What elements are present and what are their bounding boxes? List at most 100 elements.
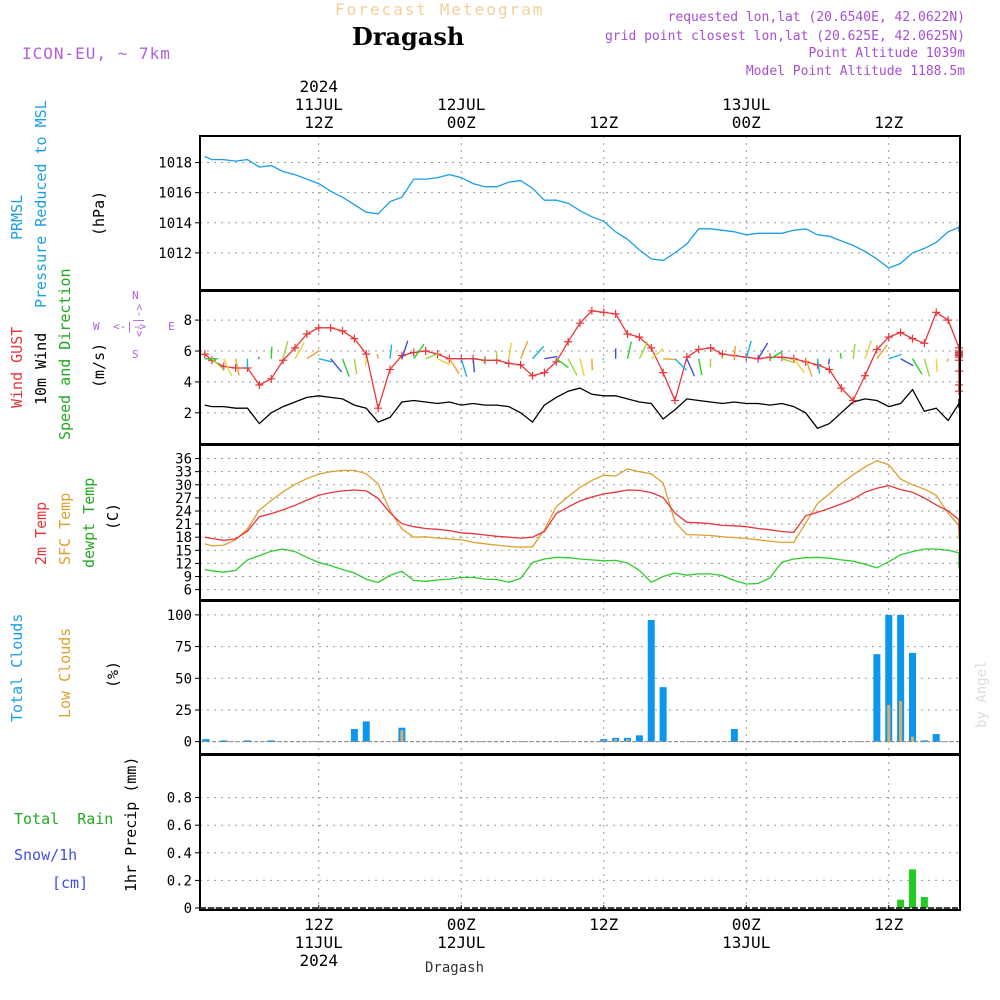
y-tick-label: 15	[175, 543, 192, 559]
gust-marker	[267, 374, 276, 383]
wind-arrow	[483, 358, 486, 363]
compass-w: W	[93, 320, 100, 333]
time-label-bottom: 12Z	[304, 915, 333, 934]
gust-marker	[789, 354, 798, 363]
gust-marker	[374, 404, 383, 413]
wind-arrow	[413, 343, 425, 360]
total-cloud-bar	[920, 740, 928, 742]
time-label-top: 12JUL	[437, 95, 485, 114]
y-tick-label: 2	[184, 406, 192, 422]
wind-arrow	[425, 352, 439, 360]
time-label-bottom: 11JUL	[295, 933, 343, 952]
wind-arrow	[757, 342, 769, 360]
total-clouds-label: Total Clouds	[8, 614, 26, 722]
rain-label: Total Rain	[14, 810, 113, 828]
gust-marker	[825, 365, 834, 374]
wind-arrow	[460, 358, 468, 377]
y-tick-label: 36	[175, 452, 192, 468]
y-tick-label: 21	[175, 517, 192, 533]
total-cloud-bar	[244, 740, 251, 742]
frame-layer	[199, 135, 961, 911]
wind-arrow	[650, 348, 664, 360]
y-tick-label: 6	[184, 583, 192, 599]
wind-speed-line	[204, 387, 960, 430]
wind-arrow	[888, 353, 902, 360]
temp-unit-label: (C)	[104, 503, 122, 530]
low-cloud-bar	[602, 740, 606, 742]
wind-arrow	[911, 358, 923, 375]
gust-marker	[659, 368, 668, 377]
compass-s: S	[132, 348, 139, 361]
total-cloud-bar	[659, 687, 667, 742]
wind-arrow	[211, 358, 225, 371]
gust-marker	[861, 371, 869, 380]
panel-frame-0	[199, 135, 961, 291]
time-label-top: 2024	[299, 77, 338, 96]
wind-arrow	[555, 358, 569, 369]
y-tick-label: 75	[175, 640, 192, 656]
wind-label: 10m Wind	[32, 333, 50, 405]
wind-arrow	[257, 356, 260, 360]
gust-marker	[718, 350, 727, 359]
y-tick-label: 50	[175, 671, 192, 687]
gust-marker	[611, 309, 620, 318]
wind-arrow	[900, 358, 914, 367]
low-cloud-bar	[911, 736, 914, 742]
time-label-bottom: 12JUL	[437, 933, 485, 952]
gust-marker	[706, 343, 715, 352]
wind-arrow	[567, 358, 578, 376]
time-label-bottom: 12Z	[589, 915, 618, 934]
gust-marker	[386, 365, 394, 374]
gust-marker	[457, 354, 466, 363]
y-tick-label: 1014	[158, 216, 192, 232]
model-altitude: Model Point Altitude 1188.5m	[745, 64, 965, 79]
time-label-top: 12Z	[589, 113, 618, 132]
y-tick-label: 6	[184, 344, 192, 360]
low-cloud-bar	[614, 739, 618, 742]
credit: by Angel	[974, 661, 990, 728]
total-cloud-bar	[635, 735, 643, 742]
gust-marker	[849, 396, 858, 405]
gust-marker	[944, 316, 953, 325]
y-tick-label: 33	[175, 465, 192, 481]
total-cloud-bar	[885, 614, 893, 742]
time-label-top: 00Z	[732, 113, 761, 132]
time-label-bottom: 13JUL	[722, 933, 770, 952]
compass-rose: N W <-|-> E <-|-> S	[93, 289, 175, 361]
y-tick-label: 0.6	[167, 818, 192, 834]
time-label-top: 11JUL	[295, 95, 343, 114]
total-cloud-bar	[600, 739, 608, 742]
y-tick-label: 1018	[158, 156, 192, 172]
wind-arrow	[745, 340, 752, 359]
y-tick-label: 25	[175, 703, 192, 719]
wind-arrow	[389, 344, 393, 359]
wind-arrow	[270, 346, 273, 359]
time-label-bottom: 00Z	[447, 915, 476, 934]
total-cloud-bar	[267, 740, 275, 742]
gust-marker	[896, 328, 905, 337]
wind-arrow	[341, 358, 350, 377]
wind-arrow	[864, 340, 872, 359]
wind-arrow	[720, 355, 724, 360]
wind-arrow	[330, 358, 343, 373]
wind-arrow	[946, 358, 949, 362]
y-tick-label: 0.4	[167, 846, 192, 862]
pressure-label-unit: (hPa)	[90, 191, 108, 236]
pressure-label-msl: Pressure Reduced to MSL	[32, 100, 50, 308]
total-cloud-bar	[362, 721, 370, 742]
time-label-top: 12Z	[874, 113, 903, 132]
clouds-unit-label: (%)	[104, 661, 122, 688]
requested-coords: requested lon,lat (20.6540E, 42.0622N)	[667, 10, 965, 25]
wind-arrow	[793, 358, 805, 373]
wind-arrow	[602, 358, 605, 360]
meteogram-title: Forecast Meteogram	[335, 0, 545, 19]
compass-arrow-ns: <-|->	[133, 304, 146, 337]
gust-line	[204, 310, 960, 411]
gust-marker	[338, 326, 347, 335]
wind-arrow	[519, 340, 529, 359]
pressure-label-prmsl: PRMSL	[8, 195, 26, 240]
wind-arrow	[733, 345, 736, 359]
gust-marker	[291, 343, 299, 352]
gust-marker	[920, 339, 929, 348]
